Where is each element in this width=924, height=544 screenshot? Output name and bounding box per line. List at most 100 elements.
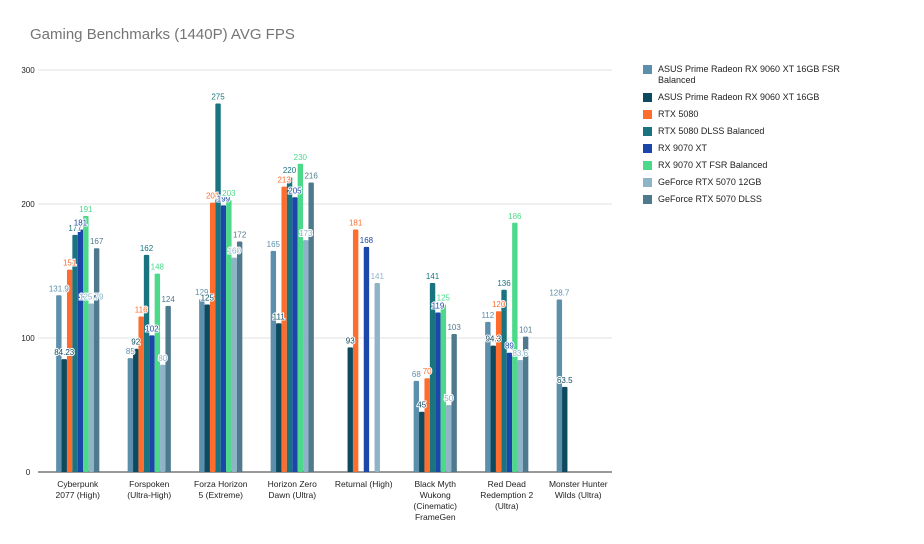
data-label: 162	[140, 244, 154, 253]
bar	[236, 241, 243, 472]
bar	[440, 304, 447, 472]
bar	[204, 304, 210, 472]
bar	[209, 202, 216, 472]
data-label: 70	[423, 367, 432, 376]
legend-item[interactable]: RX 9070 XT FSR Balanced	[643, 160, 903, 171]
y-tick-label: 100	[21, 334, 35, 343]
data-label: 93	[346, 336, 355, 345]
bar	[363, 246, 370, 472]
legend-item[interactable]: GeForce RTX 5070 12GB	[643, 177, 903, 188]
data-label: 203	[222, 189, 236, 198]
bar	[56, 295, 62, 472]
bar	[429, 283, 436, 472]
bar	[286, 177, 293, 472]
data-label: 275	[211, 93, 225, 102]
legend-swatch	[643, 144, 652, 153]
bar	[495, 311, 502, 472]
data-label: 230	[294, 153, 308, 162]
bar	[165, 305, 171, 472]
bar	[93, 248, 100, 472]
data-label: 125.79	[79, 292, 104, 301]
data-label: 85	[126, 347, 135, 356]
legend-item[interactable]: GeForce RTX 5070 DLSS	[643, 194, 903, 205]
bar	[149, 335, 155, 472]
data-label: 148	[151, 263, 165, 272]
data-label: 125	[201, 294, 215, 303]
data-label: 129	[195, 288, 209, 297]
x-tick-label: Forza Horizon	[194, 479, 248, 489]
bar	[72, 234, 78, 472]
data-label: 120	[492, 300, 506, 309]
data-label: 103	[447, 323, 461, 332]
bar	[143, 254, 150, 472]
data-label: 141	[371, 272, 385, 281]
x-tick-label: (Ultra)	[495, 501, 519, 511]
bar	[199, 299, 205, 472]
x-tick-label: 5 (Extreme)	[199, 490, 244, 500]
x-tick-label: Redemption 2	[480, 490, 533, 500]
data-label: 168	[360, 236, 374, 245]
data-label: 50	[444, 394, 453, 403]
data-label: 89	[505, 342, 514, 351]
data-label: 83.6	[512, 349, 528, 358]
bar	[562, 386, 568, 472]
bar	[133, 348, 139, 472]
x-tick-label: Red Dead	[488, 479, 527, 489]
bar	[61, 359, 67, 472]
bar	[127, 358, 134, 472]
legend-swatch	[643, 127, 652, 136]
data-label: 125	[437, 294, 451, 303]
legend-item[interactable]: ASUS Prime Radeon RX 9060 XT 16GB	[643, 92, 903, 103]
x-tick-label: Wilds (Ultra)	[555, 490, 602, 500]
data-label: 213	[277, 176, 291, 185]
bar	[374, 283, 380, 472]
x-tick-label: Cyberpunk	[57, 479, 99, 489]
data-label: 160	[228, 247, 242, 256]
bar	[556, 299, 563, 472]
data-label: 199	[217, 194, 231, 203]
bar	[308, 182, 314, 472]
data-label: 151	[63, 259, 77, 268]
data-label: 141	[426, 272, 440, 281]
y-tick-label: 200	[21, 200, 35, 209]
bar	[419, 411, 425, 472]
bar	[501, 289, 507, 472]
data-label: 116	[135, 306, 148, 315]
bar	[485, 321, 491, 472]
x-tick-label: Wukong	[420, 490, 451, 500]
data-label: 80	[158, 354, 167, 363]
data-label: 112	[481, 311, 494, 320]
x-tick-label: Monster Hunter	[549, 479, 608, 489]
x-tick-label: (Ultra-High)	[127, 490, 171, 500]
bar	[424, 378, 430, 472]
legend-item[interactable]: ASUS Prime Radeon RX 9060 XT 16GB FSR Ba…	[643, 64, 903, 86]
data-label: 131.9	[49, 284, 70, 293]
data-label: 124	[161, 295, 175, 304]
data-label: 119	[432, 302, 445, 311]
bar	[281, 186, 287, 472]
x-tick-label: FrameGen	[415, 512, 456, 522]
legend-label: RX 9070 XT FSR Balanced	[658, 160, 768, 170]
legend-label: RTX 5080	[658, 109, 699, 119]
legend-label: GeForce RTX 5070 DLSS	[658, 194, 762, 204]
legend-swatch	[643, 161, 652, 170]
bar	[303, 240, 309, 472]
x-tick-label: Forspoken	[129, 479, 169, 489]
data-label: 216	[304, 172, 318, 181]
legend-item[interactable]: RTX 5080 DLSS Balanced	[643, 126, 903, 137]
bar	[160, 364, 166, 472]
data-label: 167	[90, 237, 104, 246]
bar	[231, 257, 237, 472]
bar	[522, 336, 529, 472]
bar	[352, 229, 359, 472]
data-label: 102	[145, 324, 159, 333]
legend-item[interactable]: RX 9070 XT	[643, 143, 903, 154]
bar	[66, 269, 73, 472]
x-tick-label: Returnal (High)	[335, 479, 393, 489]
legend-item[interactable]: RTX 5080	[643, 109, 903, 120]
bar	[292, 197, 298, 473]
data-label: 84.23	[54, 348, 75, 357]
data-label: 191	[79, 205, 93, 214]
legend-swatch	[643, 178, 652, 187]
